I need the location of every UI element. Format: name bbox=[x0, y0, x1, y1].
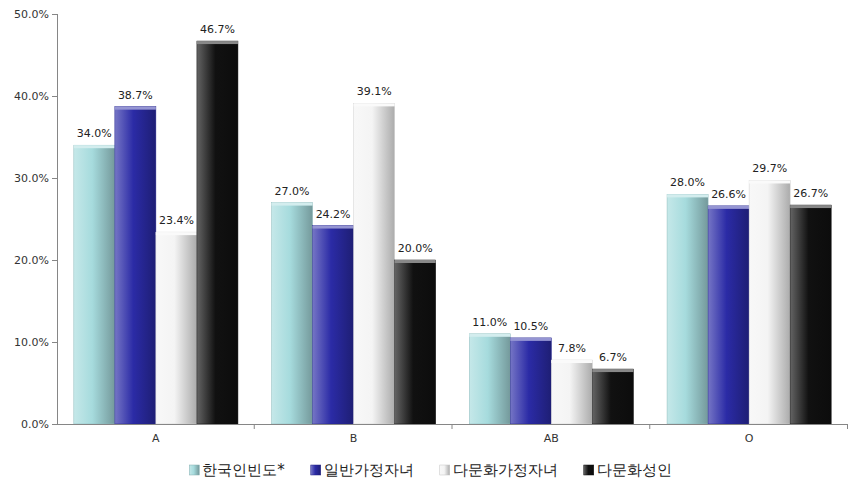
data-label: 34.0% bbox=[77, 127, 112, 140]
bar-cap bbox=[197, 41, 238, 44]
data-label: 26.7% bbox=[793, 187, 828, 200]
legend-label: 다문화성인 bbox=[597, 461, 672, 479]
bar-cap bbox=[354, 103, 395, 106]
bar bbox=[749, 180, 790, 424]
legend-swatch bbox=[440, 465, 450, 475]
x-tick-label: O bbox=[745, 432, 754, 445]
legend-label: 한국인빈도* bbox=[202, 461, 285, 479]
y-tick-label: 30.0% bbox=[14, 172, 49, 185]
legend-swatch bbox=[189, 465, 199, 475]
data-label: 29.7% bbox=[752, 162, 787, 175]
bar-cap bbox=[395, 260, 436, 263]
data-label: 10.5% bbox=[513, 320, 548, 333]
legend-label: 다문화가정자녀 bbox=[453, 461, 558, 479]
data-label: 11.0% bbox=[472, 316, 507, 329]
y-tick bbox=[52, 178, 57, 179]
data-label: 23.4% bbox=[159, 214, 194, 227]
bar-cap bbox=[115, 107, 156, 110]
y-tick-label: 10.0% bbox=[14, 336, 49, 349]
x-tick bbox=[649, 424, 650, 429]
data-label: 28.0% bbox=[670, 176, 705, 189]
y-tick bbox=[52, 260, 57, 261]
bar-cap bbox=[790, 205, 831, 208]
bar-cap bbox=[667, 194, 708, 197]
y-tick-label: 20.0% bbox=[14, 254, 49, 267]
data-label: 6.7% bbox=[599, 351, 627, 364]
bar-cap bbox=[313, 226, 354, 229]
y-tick bbox=[52, 342, 57, 343]
chart: 0.0% 10.0% 20.0% 30.0% 40.0% 50.0% 34.0% 38.7% 2… bbox=[0, 0, 861, 492]
bar bbox=[592, 369, 633, 424]
bar-cap bbox=[708, 206, 749, 209]
bar bbox=[156, 232, 197, 424]
data-label: 38.7% bbox=[118, 89, 153, 102]
data-label: 20.0% bbox=[398, 242, 433, 255]
bar-cap bbox=[510, 338, 551, 341]
data-label: 27.0% bbox=[275, 185, 310, 198]
bar-cap bbox=[272, 203, 313, 206]
legend-swatch bbox=[311, 465, 321, 475]
data-labels: 34.0% 38.7% 23.4% 46.7% 27.0% 24.2% 39.1% 20.0%… bbox=[77, 23, 828, 364]
bar bbox=[74, 145, 115, 424]
bar bbox=[272, 203, 313, 424]
data-label: 39.1% bbox=[357, 85, 392, 98]
legend: 한국인빈도* 일반가정자녀 다문화가정자녀 다문화성인 bbox=[189, 461, 672, 479]
bar bbox=[510, 338, 551, 424]
legend-item: 다문화성인 bbox=[584, 461, 672, 479]
y-tick bbox=[52, 96, 57, 97]
bar-cap bbox=[74, 145, 115, 148]
x-tick bbox=[847, 424, 848, 429]
legend-item: 한국인빈도* bbox=[189, 461, 285, 479]
bar bbox=[469, 334, 510, 424]
x-tick-label: A bbox=[152, 432, 160, 445]
legend-item: 일반가정자녀 bbox=[311, 461, 414, 479]
bar bbox=[395, 260, 436, 424]
x-tick bbox=[452, 424, 453, 429]
y-tick-label: 50.0% bbox=[14, 8, 49, 21]
bar bbox=[708, 206, 749, 424]
y-axis bbox=[57, 14, 58, 424]
data-label: 7.8% bbox=[558, 342, 586, 355]
bar bbox=[115, 107, 156, 424]
bar bbox=[551, 360, 592, 424]
y-tick-label: 0.0% bbox=[21, 418, 49, 431]
data-label: 24.2% bbox=[316, 208, 351, 221]
legend-label: 일반가정자녀 bbox=[324, 461, 414, 479]
bar-cap bbox=[551, 360, 592, 363]
bar bbox=[790, 205, 831, 424]
bar bbox=[197, 41, 238, 424]
bar bbox=[667, 194, 708, 424]
y-tick bbox=[52, 424, 57, 425]
bar-cap bbox=[156, 232, 197, 235]
y-tick bbox=[52, 14, 57, 15]
bar bbox=[313, 226, 354, 424]
data-label: 26.6% bbox=[711, 188, 746, 201]
legend-swatch bbox=[584, 465, 594, 475]
x-tick bbox=[254, 424, 255, 429]
bar-cap bbox=[469, 334, 510, 337]
x-tick-label: AB bbox=[544, 432, 559, 445]
y-tick-label: 40.0% bbox=[14, 90, 49, 103]
bar-cap bbox=[592, 369, 633, 372]
x-tick-label: B bbox=[350, 432, 358, 445]
bars bbox=[74, 41, 831, 424]
data-label: 46.7% bbox=[200, 23, 235, 36]
bar-cap bbox=[749, 180, 790, 183]
bar bbox=[354, 103, 395, 424]
legend-item: 다문화가정자녀 bbox=[440, 461, 558, 479]
